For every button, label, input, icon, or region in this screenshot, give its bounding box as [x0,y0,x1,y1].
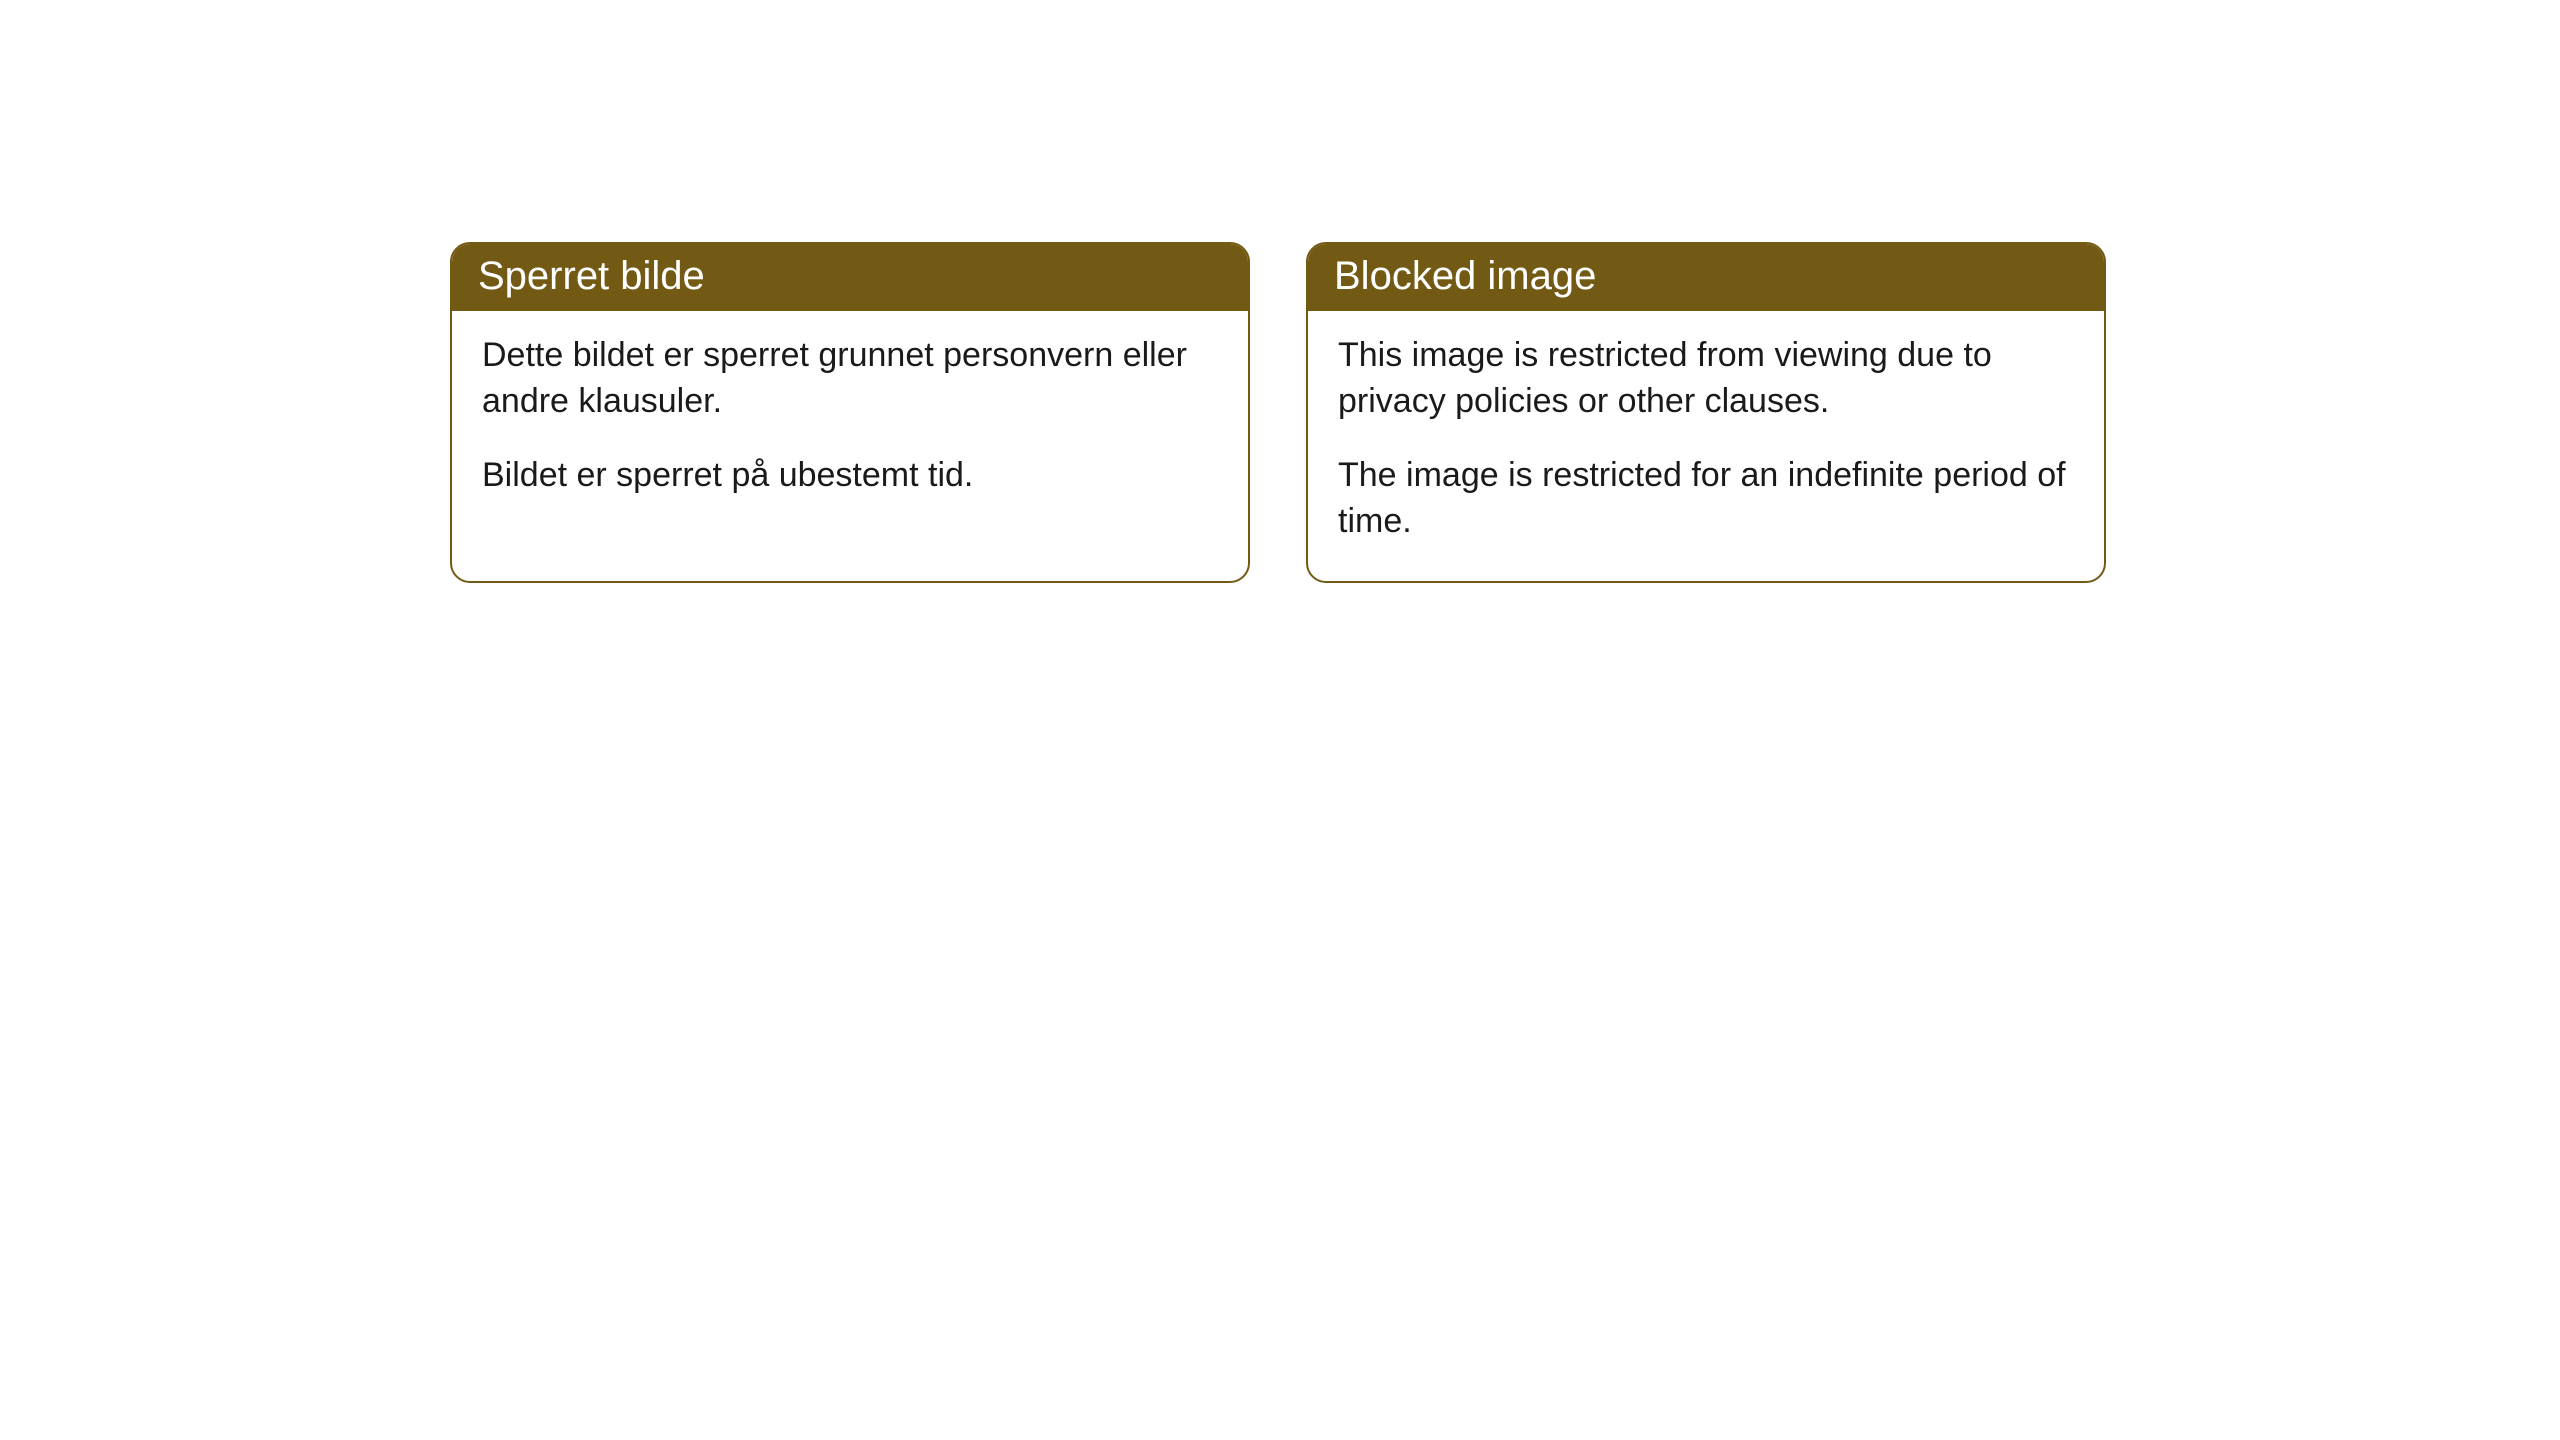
card-body: Dette bildet er sperret grunnet personve… [452,311,1248,535]
notice-cards-container: Sperret bilde Dette bildet er sperret gr… [0,0,2560,583]
card-paragraph: Bildet er sperret på ubestemt tid. [482,453,1222,499]
blocked-image-card-norwegian: Sperret bilde Dette bildet er sperret gr… [450,242,1250,583]
card-header: Blocked image [1308,244,2104,311]
blocked-image-card-english: Blocked image This image is restricted f… [1306,242,2106,583]
card-header: Sperret bilde [452,244,1248,311]
card-paragraph: Dette bildet er sperret grunnet personve… [482,333,1222,425]
card-paragraph: The image is restricted for an indefinit… [1338,453,2078,545]
card-paragraph: This image is restricted from viewing du… [1338,333,2078,425]
card-body: This image is restricted from viewing du… [1308,311,2104,581]
